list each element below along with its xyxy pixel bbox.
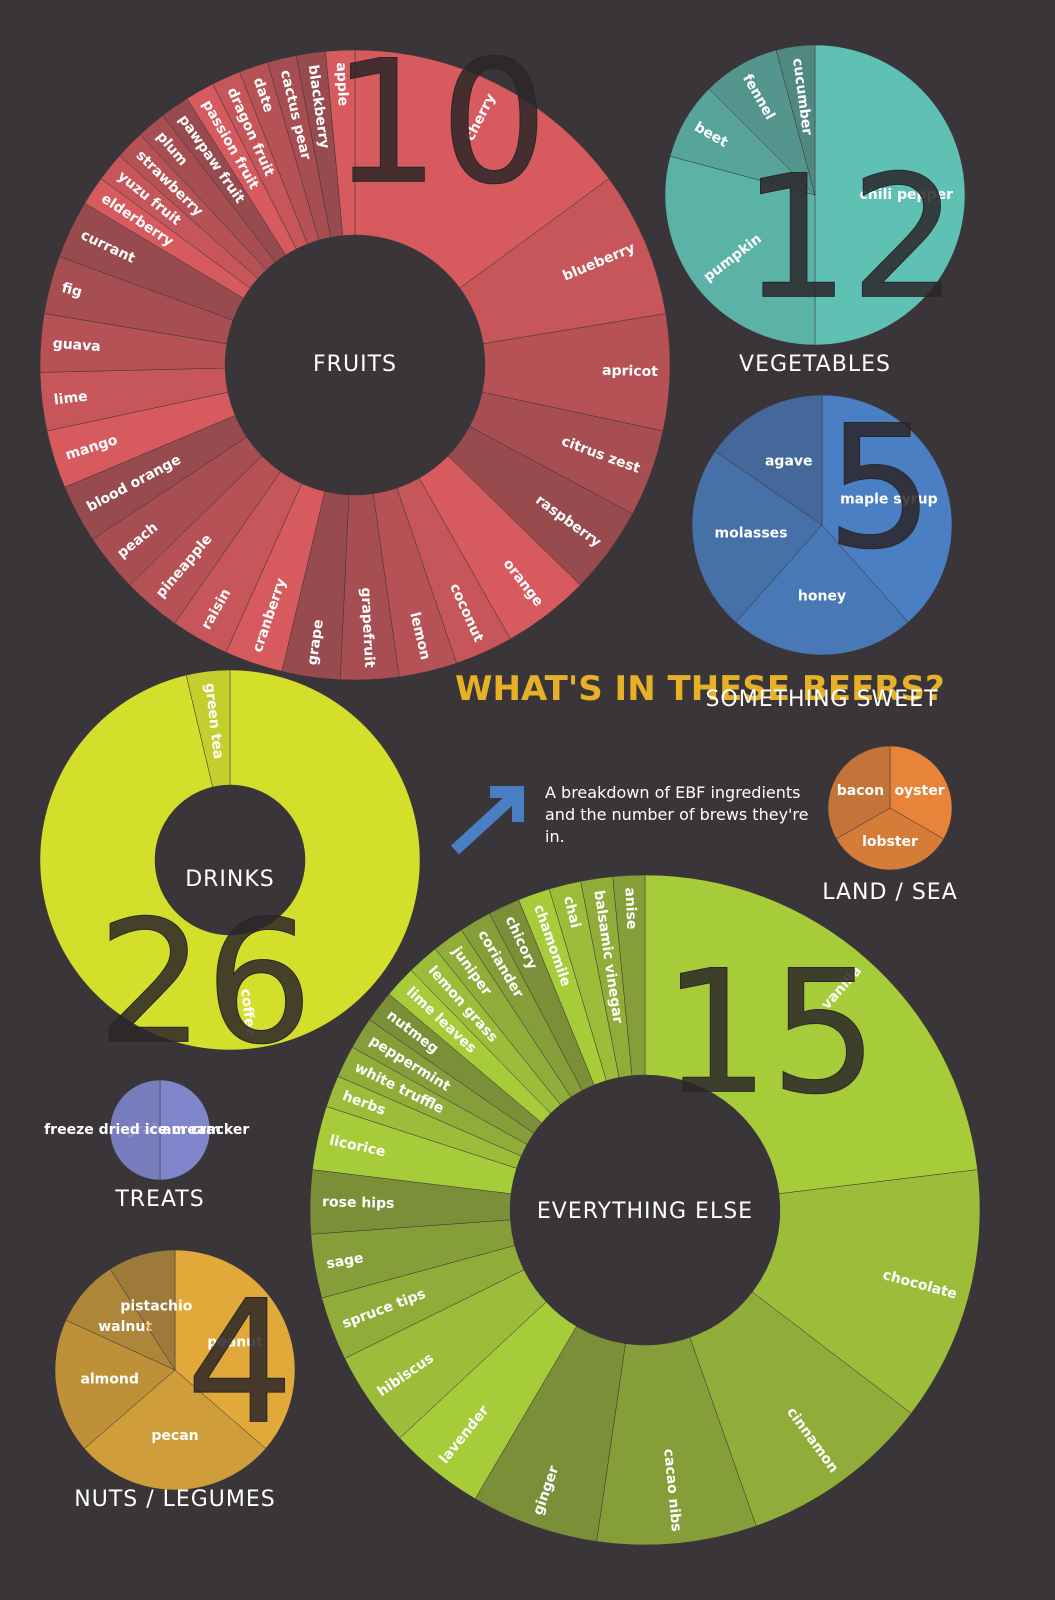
slice (354, 49, 610, 289)
slice (644, 874, 978, 1195)
slice-label: freeze dried ice cream (44, 1122, 221, 1138)
slice-label: pistachio (120, 1299, 192, 1315)
slice (109, 1249, 176, 1371)
slice (664, 155, 816, 346)
slice (714, 394, 823, 526)
slice-label: fig (60, 280, 84, 301)
slice-label: chai (560, 894, 583, 929)
slice (185, 669, 231, 788)
slice (174, 1249, 296, 1449)
headline: WHAT'S IN THESE BEERS? (455, 669, 945, 709)
chart-title: VEGETABLES (739, 352, 891, 377)
chart-title: EVERYTHING ELSE (537, 1199, 753, 1224)
slice-label: pecan (151, 1428, 198, 1444)
slice-label: almond (80, 1371, 138, 1387)
slice-label: honey (798, 589, 846, 605)
slice-label: apricot (602, 363, 658, 380)
chart-title: TREATS (114, 1187, 204, 1212)
chart-title: LAND / SEA (822, 880, 958, 905)
slice (159, 1079, 211, 1181)
subtitle-box: A breakdown of EBF ingredients and the n… (545, 783, 809, 846)
count-number: 12 (742, 139, 958, 337)
slice-label: bacon (837, 783, 884, 799)
slice-label: walnut (98, 1319, 152, 1335)
slice (39, 669, 421, 1051)
slice (889, 745, 953, 840)
slice-label: lobster (862, 834, 918, 850)
count-number: 5 (826, 389, 934, 587)
count-number: 26 (97, 884, 313, 1082)
chart-title: FRUITS (313, 352, 397, 377)
slice (821, 394, 953, 623)
slice (54, 1319, 176, 1449)
count-number: 4 (186, 1264, 294, 1462)
arrow (450, 786, 524, 855)
slice (83, 1369, 267, 1491)
slice-label: rose hips (322, 1194, 395, 1212)
slice-label: coffee (237, 988, 258, 1038)
slice (775, 44, 816, 196)
slice (325, 49, 356, 236)
chart-title: NUTS / LEGUMES (74, 1487, 276, 1512)
slice-label: cacao nibs (660, 1448, 684, 1532)
count-number: 15 (662, 934, 878, 1132)
chart-title: DRINKS (185, 867, 275, 892)
slice (735, 524, 909, 656)
slice-label: lime (53, 389, 88, 409)
slice-label: peanut (207, 1335, 263, 1351)
slice-label: oyster (894, 783, 944, 799)
slice-label: guava (52, 336, 101, 355)
slice-label: molasses (715, 526, 788, 542)
slice-label: sage (325, 1250, 364, 1272)
slice-label: maple syrup (840, 492, 938, 508)
slice-label: anise (621, 887, 639, 930)
slice (612, 874, 646, 1076)
subtitle: A breakdown of EBF ingredients and the n… (545, 783, 809, 846)
slice-label: agave (765, 454, 813, 470)
chart-title: SOMETHING SWEET (705, 687, 938, 712)
slice-label: chili pepper (860, 187, 954, 203)
slice (751, 1169, 981, 1414)
slice (827, 745, 891, 840)
slice-label: apple (333, 62, 351, 106)
count-number: 10 (332, 24, 548, 222)
slice (814, 44, 966, 346)
slice (109, 1079, 161, 1181)
slice-label: grapefruit (357, 587, 377, 668)
slice (691, 450, 823, 623)
slice-label: grape (305, 618, 327, 666)
